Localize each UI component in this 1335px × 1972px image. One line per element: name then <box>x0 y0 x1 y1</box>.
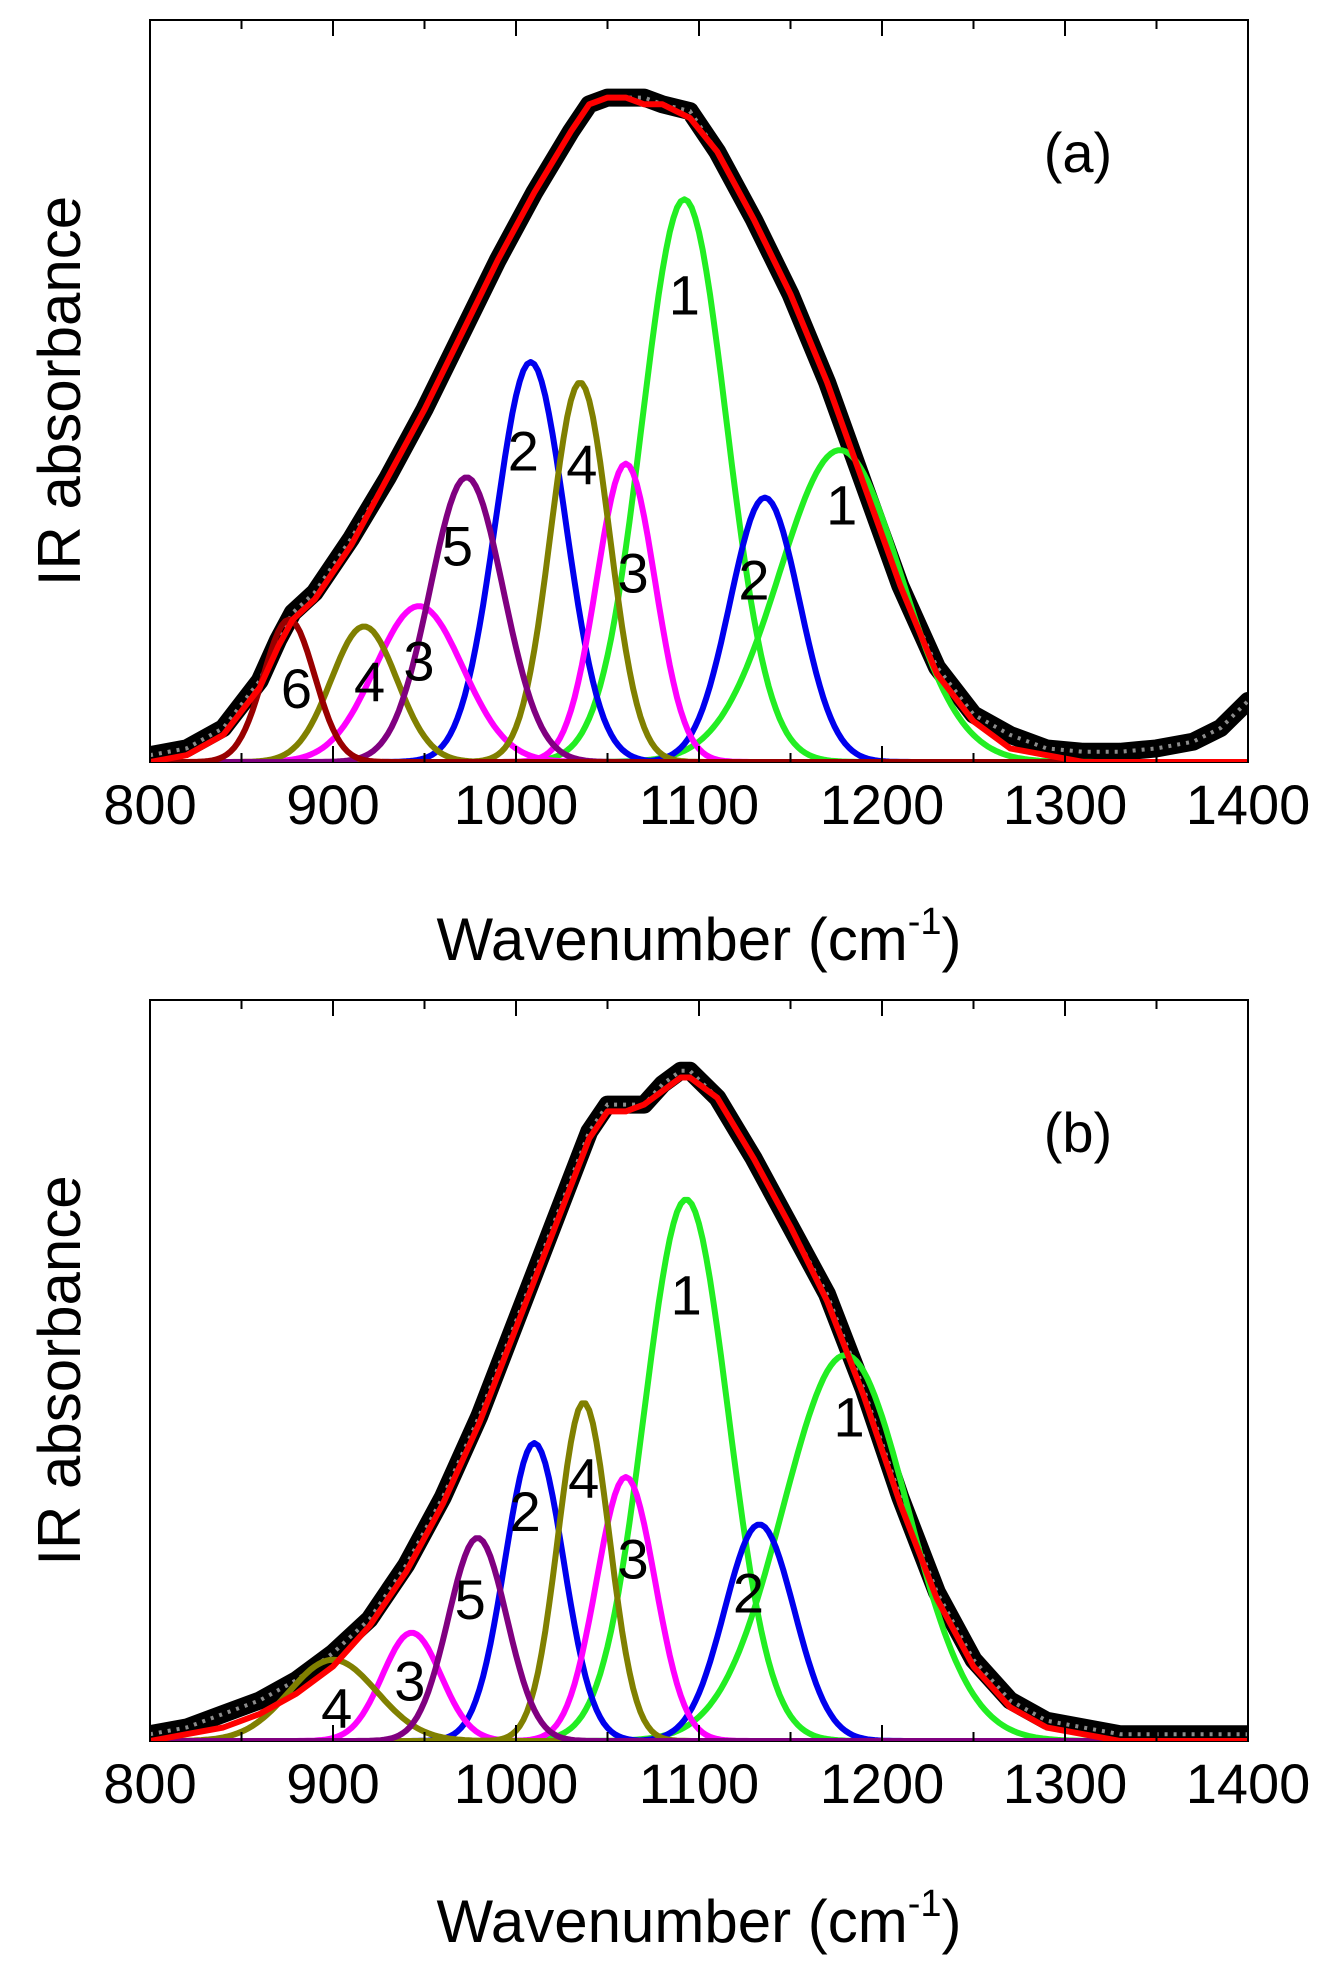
peak-label-4: 4 <box>568 1446 599 1509</box>
peak-label-6: 6 <box>281 657 312 720</box>
measured-spectrum-line <box>150 1061 1248 1741</box>
cumulative-fit-line <box>150 94 1248 762</box>
component-peak-2-line <box>150 359 1248 762</box>
peak-label-4: 4 <box>321 1676 352 1739</box>
component-peak-4-line <box>150 623 1248 762</box>
peak-label-4: 4 <box>354 650 385 713</box>
x-tick-label: 800 <box>103 1752 196 1815</box>
plot-area <box>150 88 1248 762</box>
x-axis-label: Wavenumber (cm-1) <box>437 1883 962 1955</box>
peak-label-5: 5 <box>442 514 473 577</box>
x-tick-label: 1400 <box>1186 1752 1311 1815</box>
x-tick-label: 800 <box>103 773 196 836</box>
component-peak-1-line <box>150 1196 1248 1741</box>
panel-label: (b) <box>1044 1101 1112 1164</box>
cumulative-fit-line <box>150 1074 1248 1741</box>
component-peak-3-line <box>150 1474 1248 1741</box>
panel-label: (a) <box>1044 121 1112 184</box>
peak-label-3: 3 <box>394 1649 425 1712</box>
peak-label-3: 3 <box>618 542 649 605</box>
peak-label-2: 2 <box>738 548 769 611</box>
peak-label-4: 4 <box>566 433 597 496</box>
peak-label-1: 1 <box>826 474 857 537</box>
x-tick-label: 1300 <box>1003 1752 1128 1815</box>
x-tick-label: 1100 <box>639 773 759 836</box>
component-peak-1-line <box>150 196 1248 762</box>
measured-spectrum-texture <box>150 1068 1248 1737</box>
y-axis-label: IR absorbance <box>26 196 93 586</box>
measured-spectrum-line <box>150 88 1248 762</box>
component-peak-4-line <box>150 380 1248 762</box>
component-peak-6-line <box>150 616 1248 762</box>
peak-label-5: 5 <box>455 1568 486 1631</box>
peak-label-3: 3 <box>403 630 434 693</box>
peak-label-1: 1 <box>833 1385 864 1448</box>
component-peak-2-line <box>150 1521 1248 1741</box>
x-tick-label: 900 <box>286 1752 379 1815</box>
x-tick-label: 1000 <box>454 1752 579 1815</box>
peak-label-1: 1 <box>669 264 700 327</box>
peak-label-3: 3 <box>618 1528 649 1591</box>
component-peak-4-line <box>150 1656 1248 1741</box>
peak-label-2: 2 <box>510 1480 541 1543</box>
x-tick-label: 1300 <box>1003 773 1128 836</box>
peak-label-1: 1 <box>671 1263 702 1326</box>
x-tick-label: 900 <box>286 773 379 836</box>
component-peak-3-line <box>150 603 1248 762</box>
component-peak-5-line <box>150 1535 1248 1741</box>
peak-label-2: 2 <box>733 1561 764 1624</box>
x-tick-label: 1200 <box>820 773 945 836</box>
x-tick-label: 1000 <box>454 773 579 836</box>
y-axis-label: IR absorbance <box>26 1175 93 1565</box>
peak-label-2: 2 <box>508 419 539 482</box>
x-tick-label: 1100 <box>639 1752 759 1815</box>
x-axis-label: Wavenumber (cm-1) <box>437 901 962 973</box>
plot-area <box>150 1061 1248 1741</box>
component-peak-2-line <box>150 494 1248 762</box>
measured-spectrum-texture <box>150 95 1248 758</box>
x-tick-label: 1200 <box>820 1752 945 1815</box>
x-tick-label: 1400 <box>1186 773 1311 836</box>
